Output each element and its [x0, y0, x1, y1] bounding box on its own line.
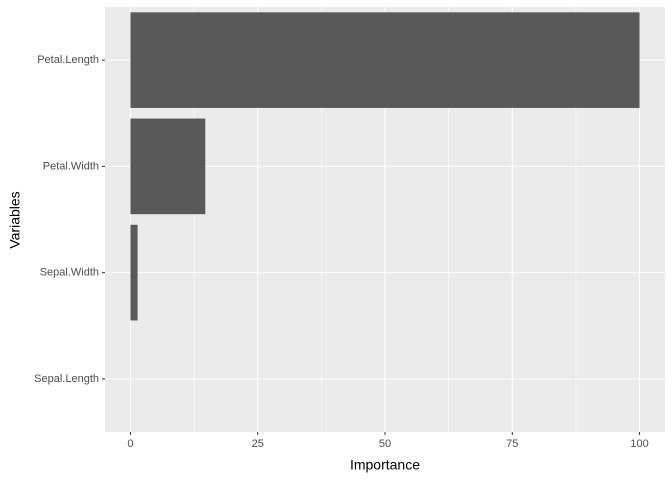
- y-tick-label: Petal.Length: [37, 54, 99, 66]
- y-tick-label: Sepal.Width: [40, 267, 99, 279]
- x-tick-label: 0: [127, 438, 133, 450]
- x-tick-label: 100: [630, 438, 648, 450]
- bar: [130, 224, 138, 321]
- y-tick-label: Sepal.Length: [34, 373, 99, 385]
- x-tick-label: 75: [506, 438, 518, 450]
- x-axis-title: Importance: [350, 457, 420, 473]
- x-tick-label: 50: [379, 438, 391, 450]
- bar: [130, 12, 640, 108]
- y-axis-title: Variables: [7, 191, 23, 248]
- x-tick-label: 25: [252, 438, 264, 450]
- y-tick-label: Petal.Width: [43, 160, 99, 172]
- bar: [130, 118, 206, 215]
